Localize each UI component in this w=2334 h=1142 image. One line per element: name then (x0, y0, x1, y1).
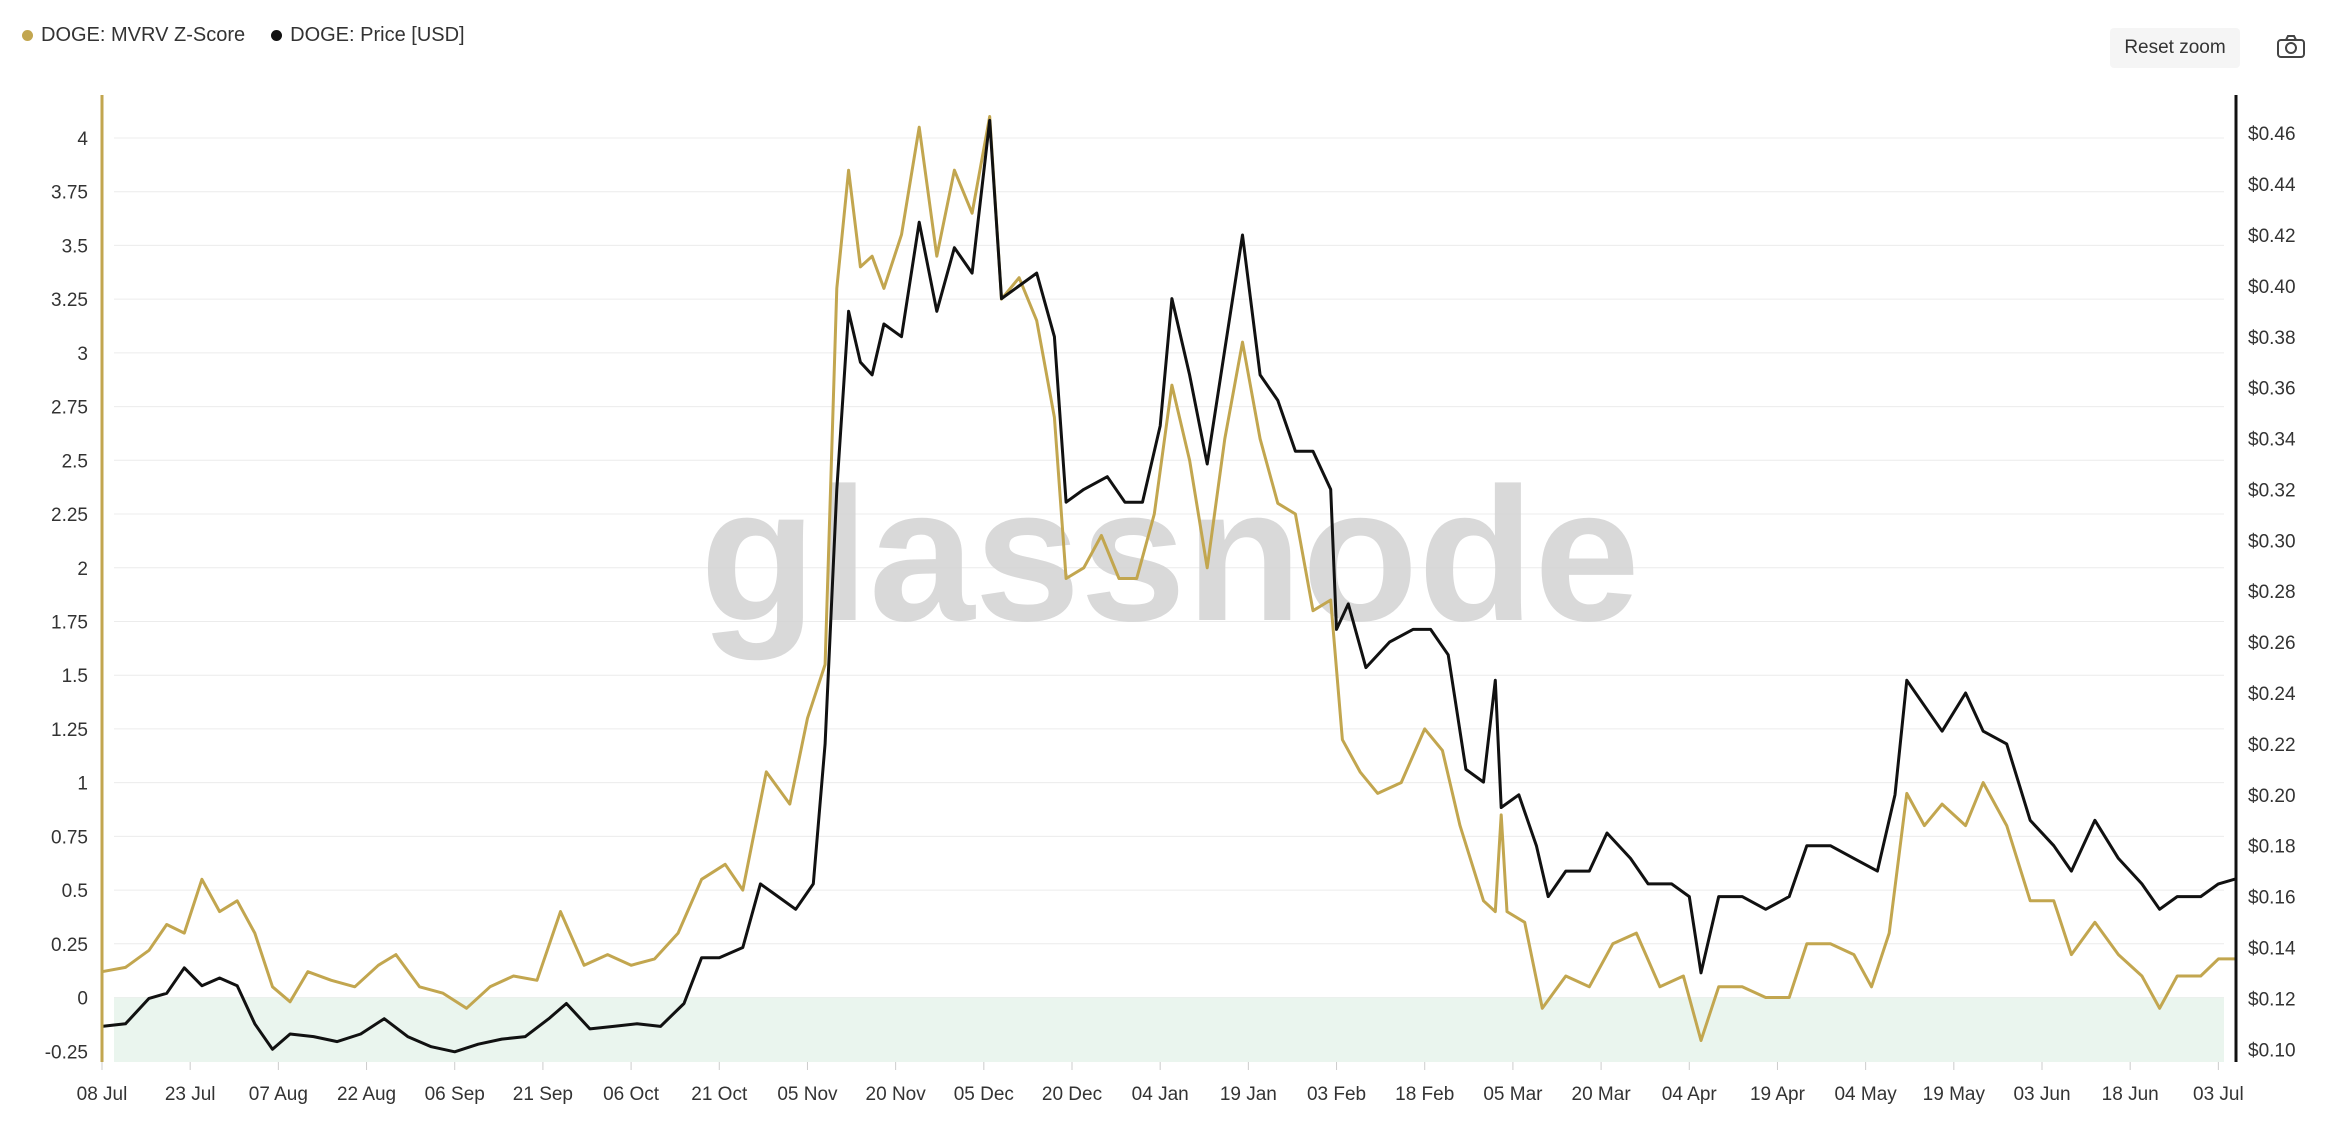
y-left-tick-label: 3.25 (51, 290, 88, 311)
y-left-tick-label: 2.75 (51, 398, 88, 419)
legend-item-mvrv[interactable]: DOGE: MVRV Z-Score (22, 24, 245, 47)
y-left-tick-label: 4 (77, 129, 88, 150)
y-right-tick-label: $0.22 (2248, 735, 2296, 756)
legend-item-price[interactable]: DOGE: Price [USD] (271, 24, 465, 47)
y-right-tick-label: $0.14 (2248, 938, 2296, 959)
y-right-tick-label: $0.20 (2248, 786, 2296, 807)
x-tick-label: 19 May (1923, 1084, 1986, 1105)
y-right-tick-label: $0.40 (2248, 277, 2296, 298)
y-right-tick-label: $0.18 (2248, 837, 2296, 858)
x-tick-label: 23 Jul (165, 1084, 216, 1105)
y-right-tick-label: $0.28 (2248, 582, 2296, 603)
legend-label-mvrv: DOGE: MVRV Z-Score (41, 24, 246, 46)
series-line-price (101, 118, 2237, 1054)
x-tick-label: 18 Feb (1395, 1084, 1454, 1105)
x-tick-label: 04 Jan (1132, 1084, 1189, 1105)
y-right-tick-label: $0.44 (2248, 175, 2296, 196)
reset-zoom-button[interactable]: Reset zoom (2110, 28, 2240, 68)
x-tick-label: 21 Sep (513, 1084, 573, 1105)
y-left-tick-label: 2 (77, 559, 88, 580)
y-right-tick-label: $0.24 (2248, 684, 2296, 705)
x-tick-label: 18 Jun (2102, 1084, 2159, 1105)
y-left-tick-label: 3.5 (62, 236, 88, 257)
y-right-tick-label: $0.46 (2248, 124, 2296, 145)
y-right-tick-label: $0.38 (2248, 328, 2296, 349)
y-left-tick-label: 1.25 (51, 720, 88, 741)
y-left-tick-label: 0.25 (51, 935, 88, 956)
x-axis-ticks: 08 Jul 23 Jul 07 Aug 22 Aug 06 Sep 21 Sep 06 O… (77, 1062, 2244, 1105)
x-tick-label: 06 Sep (425, 1084, 485, 1105)
y-right-tick-label: $0.34 (2248, 430, 2296, 451)
x-tick-label: 05 Dec (954, 1084, 1014, 1105)
x-tick-label: 21 Oct (691, 1084, 748, 1105)
series-line-mvrv (101, 115, 2236, 1042)
y-left-tick-label: 0.5 (62, 881, 88, 902)
x-tick-label: 20 Nov (866, 1084, 927, 1105)
series-group (101, 115, 2237, 1054)
watermark: glassnode (700, 449, 1640, 661)
y-left-tick-label: 3.75 (51, 183, 88, 204)
negative-zone (114, 997, 2224, 1062)
x-tick-label: 05 Nov (777, 1084, 838, 1105)
x-tick-label: 20 Mar (1572, 1084, 1632, 1105)
y-left-tick-label: 1.5 (62, 666, 88, 687)
y-right-tick-label: $0.30 (2248, 531, 2296, 552)
y-left-tick-label: 0 (77, 989, 88, 1010)
y-left-tick-label: 0.75 (51, 827, 88, 848)
chart-legend: DOGE: MVRV Z-Score DOGE: Price [USD] (22, 24, 465, 47)
x-tick-label: 06 Oct (603, 1084, 660, 1105)
x-tick-label: 04 Apr (1662, 1084, 1718, 1105)
y-left-tick-label: 3 (77, 344, 88, 365)
y-left-tick-label: 2.25 (51, 505, 88, 526)
y-right-tick-label: $0.12 (2248, 989, 2296, 1010)
y-right-tick-label: $0.10 (2248, 1040, 2296, 1061)
y-right-tick-label: $0.36 (2248, 379, 2296, 400)
legend-dot-price (271, 30, 283, 41)
legend-label-price: DOGE: Price [USD] (290, 24, 465, 46)
x-tick-label: 08 Jul (77, 1084, 128, 1105)
x-tick-label: 19 Jan (1220, 1084, 1277, 1105)
y-left-tick-label: -0.25 (45, 1042, 88, 1063)
y-left-tick-label: 1 (77, 774, 88, 795)
y-right-tick-label: $0.32 (2248, 480, 2296, 501)
y-axis-left-ticks: -0.25 0 0.25 0.5 0.75 1 1.25 1.5 1.75 2 2.25 2.5 2.7… (45, 129, 89, 1063)
axes (100, 95, 2238, 1062)
x-tick-label: 03 Feb (1307, 1084, 1366, 1105)
x-tick-label: 04 May (1834, 1084, 1897, 1105)
x-tick-label: 05 Mar (1483, 1084, 1543, 1105)
x-tick-label: 22 Aug (337, 1084, 396, 1105)
legend-dot-mvrv (22, 30, 33, 41)
y-right-tick-label: $0.42 (2248, 226, 2296, 247)
x-tick-label: 07 Aug (249, 1084, 308, 1105)
x-tick-label: 03 Jun (2013, 1084, 2070, 1105)
x-tick-label: 20 Dec (1042, 1084, 1102, 1105)
y-left-tick-label: 2.5 (62, 451, 88, 472)
x-tick-label: 19 Apr (1750, 1084, 1806, 1105)
y-axis-right-ticks: $0.10 $0.12 $0.14 $0.16 $0.18 $0.20 $0.22 $0.24… (2248, 124, 2296, 1061)
y-right-tick-label: $0.16 (2248, 888, 2296, 909)
camera-icon[interactable] (2276, 34, 2306, 60)
y-right-tick-label: $0.26 (2248, 633, 2296, 654)
y-left-tick-label: 1.75 (51, 612, 88, 633)
x-tick-label: 03 Jul (2193, 1084, 2244, 1105)
